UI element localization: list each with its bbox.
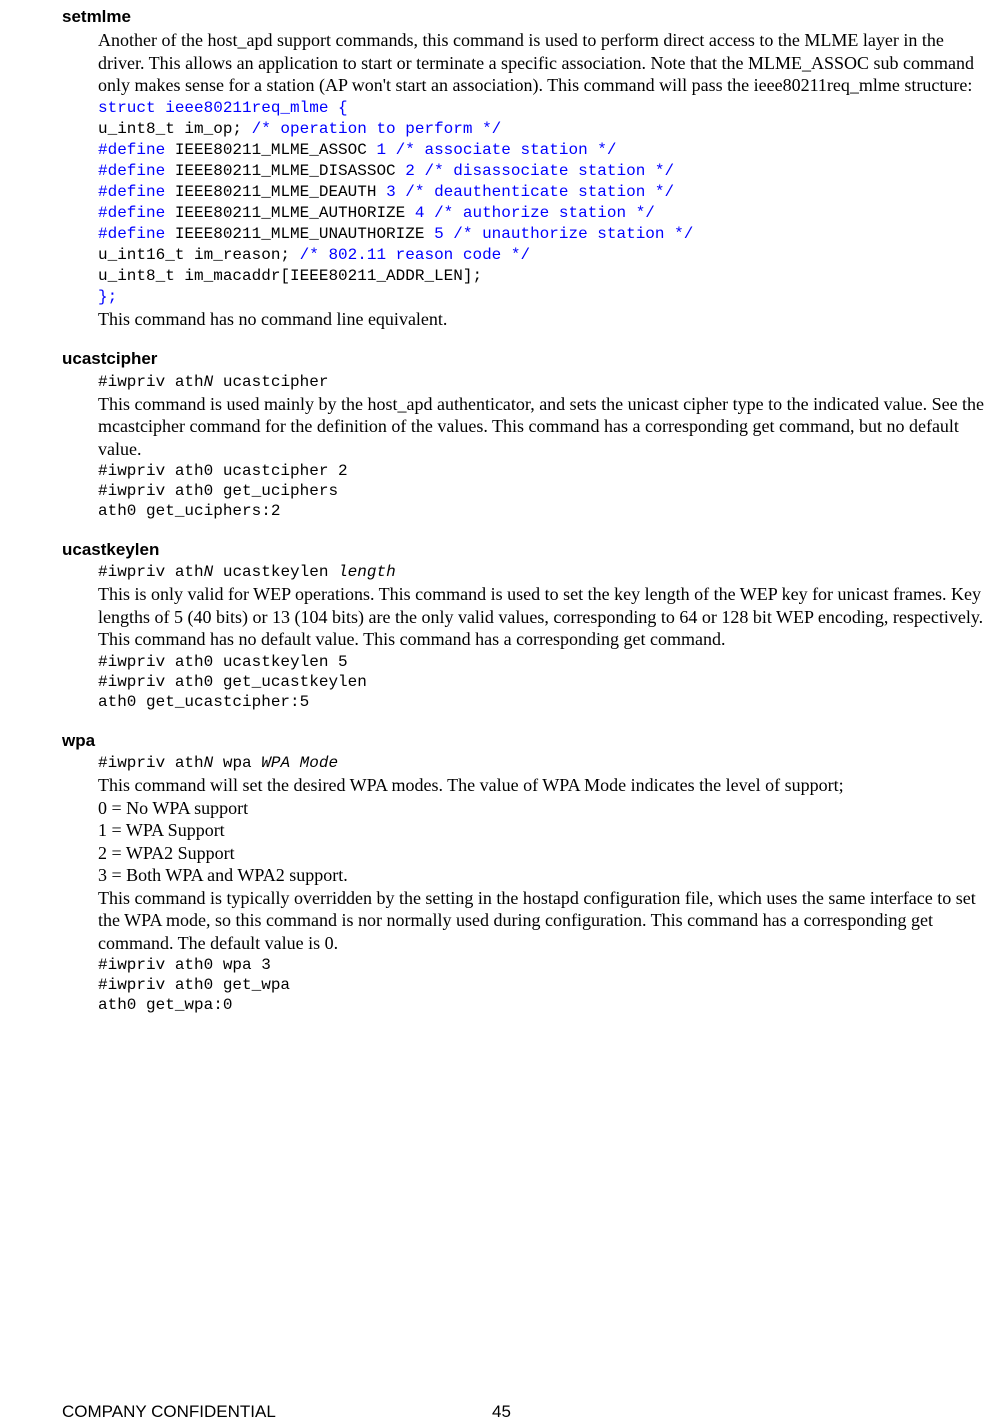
desc-wpa-1: This command will set the desired WPA mo… [98,774,985,797]
syntax-ucastcipher: #iwpriv athN ucastcipher [98,372,985,392]
example-ucastkeylen: #iwpriv ath0 ucastkeylen 5 #iwpriv ath0 … [98,652,985,712]
define-val-4: 4 /* authorize station */ [415,204,655,222]
wpa-mode-3: 3 = Both WPA and WPA2 support. [98,864,985,887]
desc-ucastkeylen: This is only valid for WEP operations. T… [98,583,985,651]
define-name-2: IEEE80211_MLME_DISASSOC [165,162,405,180]
code-define-authorize: #define IEEE80211_MLME_AUTHORIZE 4 /* au… [98,203,985,223]
syntax-ucastcipher-a: #iwpriv ath [98,373,204,391]
heading-ucastcipher: ucastcipher [62,348,985,369]
syntax-wpa-a: #iwpriv ath [98,754,204,772]
code-im-reason-b: /* 802.11 reason code */ [300,246,530,264]
section-setmlme: setmlme Another of the host_apd support … [62,6,985,330]
wpa-mode-0: 0 = No WPA support [98,797,985,820]
example-ucastcipher: #iwpriv ath0 ucastcipher 2 #iwpriv ath0 … [98,461,985,521]
footer-confidential: COMPANY CONFIDENTIAL [62,1401,276,1422]
define-name-5: IEEE80211_MLME_UNAUTHORIZE [165,225,434,243]
syntax-wpa-d: WPA Mode [261,754,338,772]
body-wpa: #iwpriv athN wpa WPA Mode This command w… [98,753,985,1015]
body-setmlme: Another of the host_apd support commands… [98,29,985,330]
heading-wpa: wpa [62,730,985,751]
syntax-ucastkeylen-b: N [204,563,214,581]
code-im-reason: u_int16_t im_reason; /* 802.11 reason co… [98,245,985,265]
code-im-op-b: /* operation to perform */ [252,120,502,138]
syntax-ucastkeylen-d: length [338,563,396,581]
code-struct-open: struct ieee80211req_mlme { [98,98,985,118]
define-val-2: 2 /* disassociate station */ [405,162,674,180]
syntax-wpa: #iwpriv athN wpa WPA Mode [98,753,985,773]
syntax-ucastcipher-b: N [204,373,214,391]
define-name-4: IEEE80211_MLME_AUTHORIZE [165,204,415,222]
define-val-3: 3 /* deauthenticate station */ [386,183,674,201]
syntax-wpa-c: wpa [213,754,261,772]
code-define-disassoc: #define IEEE80211_MLME_DISASSOC 2 /* dis… [98,161,985,181]
code-im-reason-a: u_int16_t im_reason; [98,246,300,264]
section-wpa: wpa #iwpriv athN wpa WPA Mode This comma… [62,730,985,1015]
example-wpa: #iwpriv ath0 wpa 3 #iwpriv ath0 get_wpa … [98,955,985,1015]
define-name-3: IEEE80211_MLME_DEAUTH [165,183,386,201]
section-ucastcipher: ucastcipher #iwpriv athN ucastcipher Thi… [62,348,985,521]
define-val-1: 1 /* associate station */ [376,141,616,159]
footer-page-number: 45 [492,1401,511,1422]
define-name-1: IEEE80211_MLME_ASSOC [165,141,376,159]
body-ucastcipher: #iwpriv athN ucastcipher This command is… [98,372,985,522]
desc-setmlme-after: This command has no command line equival… [98,308,985,331]
syntax-wpa-b: N [204,754,214,772]
define-kw-2: #define [98,162,165,180]
heading-ucastkeylen: ucastkeylen [62,539,985,560]
wpa-mode-2: 2 = WPA2 Support [98,842,985,865]
code-im-macaddr: u_int8_t im_macaddr[IEEE80211_ADDR_LEN]; [98,266,985,286]
syntax-ucastcipher-c: ucastcipher [213,373,328,391]
wpa-mode-1: 1 = WPA Support [98,819,985,842]
code-define-assoc: #define IEEE80211_MLME_ASSOC 1 /* associ… [98,140,985,160]
desc-setmlme: Another of the host_apd support commands… [98,29,985,97]
code-im-op: u_int8_t im_op; /* operation to perform … [98,119,985,139]
section-ucastkeylen: ucastkeylen #iwpriv athN ucastkeylen len… [62,539,985,712]
define-kw-5: #define [98,225,165,243]
define-kw-1: #define [98,141,165,159]
syntax-ucastkeylen: #iwpriv athN ucastkeylen length [98,562,985,582]
code-im-op-a: u_int8_t im_op; [98,120,252,138]
code-struct-close: }; [98,287,985,307]
syntax-ucastkeylen-c: ucastkeylen [213,563,338,581]
define-val-5: 5 /* unauthorize station */ [434,225,693,243]
syntax-ucastkeylen-a: #iwpriv ath [98,563,204,581]
page-content: setmlme Another of the host_apd support … [0,0,1003,1051]
define-kw-4: #define [98,204,165,222]
code-define-deauth: #define IEEE80211_MLME_DEAUTH 3 /* deaut… [98,182,985,202]
heading-setmlme: setmlme [62,6,985,27]
define-kw-3: #define [98,183,165,201]
code-define-unauthorize: #define IEEE80211_MLME_UNAUTHORIZE 5 /* … [98,224,985,244]
desc-ucastcipher: This command is used mainly by the host_… [98,393,985,461]
desc-wpa-2: This command is typically overridden by … [98,887,985,955]
body-ucastkeylen: #iwpriv athN ucastkeylen length This is … [98,562,985,712]
footer: COMPANY CONFIDENTIAL 45 [0,1401,1003,1422]
